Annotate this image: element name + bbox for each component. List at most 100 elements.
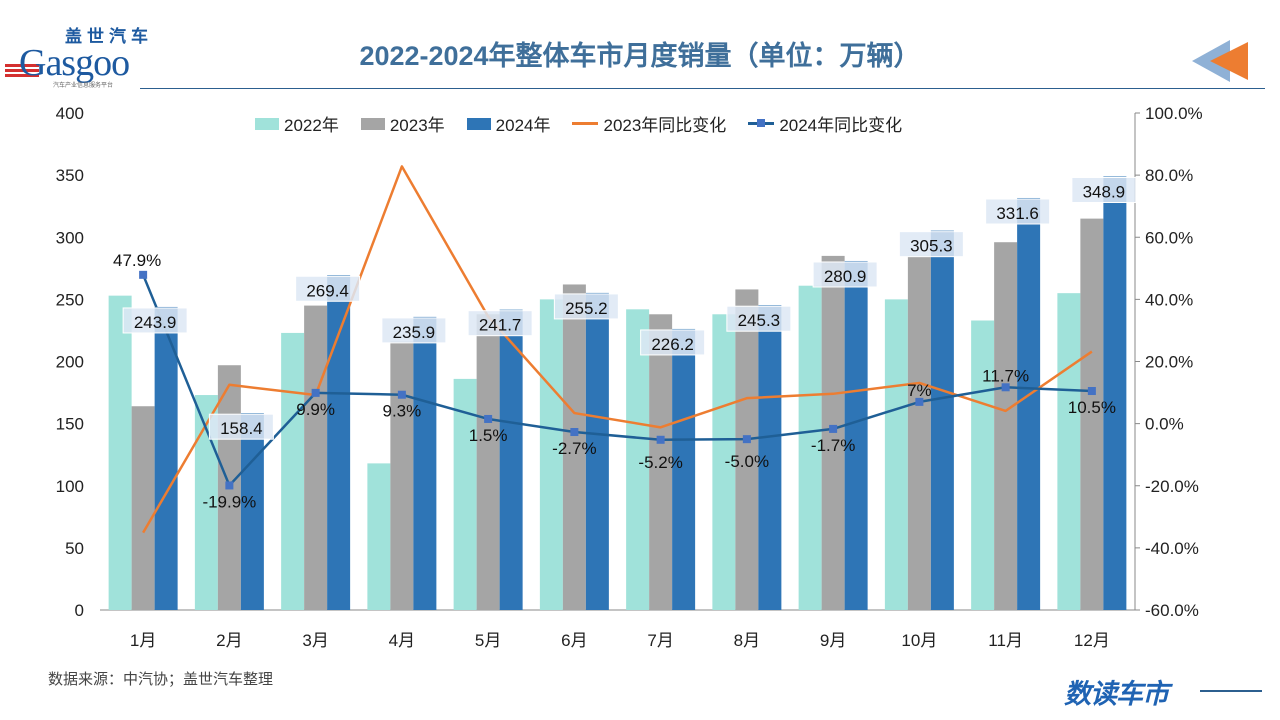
legend: 2022年 2023年 2024年 2023年同比变化 2024年同比变化 <box>255 111 902 136</box>
value-label-box <box>1071 176 1137 203</box>
x-tick-label: 6月 <box>561 631 587 650</box>
value-label-box <box>122 307 188 334</box>
x-tick-label: 4月 <box>389 631 415 650</box>
percent-label: 11.7% <box>982 366 1029 385</box>
bar-2023年 <box>131 406 155 610</box>
x-tick-label: 2月 <box>216 631 242 650</box>
value-label: 158.4 <box>220 419 263 438</box>
y-left-tick-label: 250 <box>56 290 84 309</box>
bar-2024年 <box>413 316 437 610</box>
y-right-tick-label: -60.0% <box>1145 601 1199 620</box>
percent-label: 10.5% <box>1068 398 1116 417</box>
legend-label: 2024年 <box>495 116 551 135</box>
percent-label: -5.0% <box>725 452 769 471</box>
bar-2024年 <box>672 328 696 610</box>
x-tick-label: 9月 <box>820 631 846 650</box>
percent-label: 9.9% <box>296 400 335 419</box>
logo-en: Gasgoo <box>19 42 130 84</box>
value-label: 241.7 <box>479 316 522 335</box>
y-right-tick-label: 20.0% <box>1145 353 1193 372</box>
line-marker <box>1001 383 1010 392</box>
y-left-tick-label: 100 <box>56 477 84 496</box>
y-left-tick-label: 0 <box>75 601 84 620</box>
line-marker <box>656 435 665 444</box>
legend-item-yoy2023: 2023年同比变化 <box>572 111 726 136</box>
line-2023年同比变化 <box>142 165 1093 534</box>
chart-title: 2022-2024年整体车市月度销量（单位：万辆） <box>359 41 921 71</box>
y-left-tick-label: 200 <box>56 353 84 372</box>
bar-2022年 <box>108 295 132 610</box>
percent-label: -2.7% <box>552 439 596 458</box>
y-left-tick-label: 400 <box>56 104 84 123</box>
line-marker <box>139 270 148 279</box>
percent-label: 1.5% <box>469 426 508 445</box>
bar-2022年 <box>971 320 995 610</box>
bar-2023年 <box>907 255 931 610</box>
value-label: 245.3 <box>738 311 781 330</box>
value-label: 280.9 <box>824 267 867 286</box>
logo-sub: 汽车产业信息服务平台 <box>53 83 114 89</box>
line-marker <box>570 428 579 437</box>
y-right-tick-label: 100.0% <box>1145 104 1203 123</box>
gasgoo-logo: 盖世汽车 Gasgoo 汽车产业信息服务平台 <box>5 28 155 94</box>
y-right-tick-label: 0.0% <box>1145 415 1184 434</box>
brand-divider <box>1200 690 1262 692</box>
bar-2024年 <box>844 260 868 610</box>
percent-label: 47.9% <box>113 251 161 270</box>
percent-label: 9.3% <box>383 402 422 421</box>
line-marker <box>1087 387 1096 396</box>
legend-item-2022: 2022年 <box>255 111 339 136</box>
value-label: 226.2 <box>651 335 694 354</box>
value-label-box <box>898 231 964 258</box>
value-label-box <box>467 310 533 337</box>
y-right-tick-label: -40.0% <box>1145 539 1199 558</box>
bar-2022年 <box>194 395 218 610</box>
x-tick-label: 11月 <box>988 631 1023 650</box>
bar-2023年 <box>735 289 759 610</box>
line-marker <box>829 424 838 433</box>
y-left-tick-label: 50 <box>65 539 84 558</box>
y-left-tick-label: 350 <box>56 166 84 185</box>
value-label: 348.9 <box>1083 182 1126 201</box>
line-marker <box>484 414 493 423</box>
y-right-tick-label: 80.0% <box>1145 166 1193 185</box>
y-left-tick-label: 300 <box>56 228 84 247</box>
legend-label: 2023年 <box>389 116 445 135</box>
line-2024年同比变化 <box>141 274 1092 487</box>
value-label: 255.2 <box>565 299 608 318</box>
bar-2022年 <box>281 332 305 610</box>
value-label: 305.3 <box>910 237 953 256</box>
logo-stripes <box>5 64 39 78</box>
value-label-box <box>640 329 706 356</box>
value-label-box <box>726 305 792 332</box>
line-marker <box>311 388 320 397</box>
bar-2024年 <box>499 309 523 610</box>
bar-2023年 <box>304 305 328 610</box>
x-tick-label: 10月 <box>901 631 937 650</box>
arrow-left-icon <box>1192 40 1248 82</box>
bar-2024年 <box>1103 176 1127 610</box>
y-right-tick-label: 40.0% <box>1145 290 1193 309</box>
bar-2024年 <box>758 305 782 610</box>
legend-label: 2023年同比变化 <box>603 116 727 135</box>
logo-cn: 盖世汽车 <box>65 27 153 46</box>
value-label-box <box>295 275 361 302</box>
line-marker <box>915 397 924 406</box>
legend-item-yoy2024: 2024年同比变化 <box>748 111 902 136</box>
value-label: 243.9 <box>134 313 177 332</box>
value-label-box <box>985 198 1051 225</box>
x-tick-label: 7月 <box>647 631 673 650</box>
bar-2024年 <box>1017 197 1041 610</box>
value-label: 269.4 <box>306 281 349 300</box>
x-tick-label: 8月 <box>734 631 760 650</box>
bar-2023年 <box>562 284 586 610</box>
bar-2022年 <box>539 299 563 610</box>
bar-2023年 <box>476 314 500 610</box>
line-marker <box>397 390 406 399</box>
y-right-tick-label: -20.0% <box>1145 477 1199 496</box>
x-tick-label: 3月 <box>302 631 328 650</box>
bar-2022年 <box>453 378 477 610</box>
data-source: 数据来源：中汽协；盖世汽车整理 <box>48 671 274 688</box>
bar-2024年 <box>585 292 609 610</box>
